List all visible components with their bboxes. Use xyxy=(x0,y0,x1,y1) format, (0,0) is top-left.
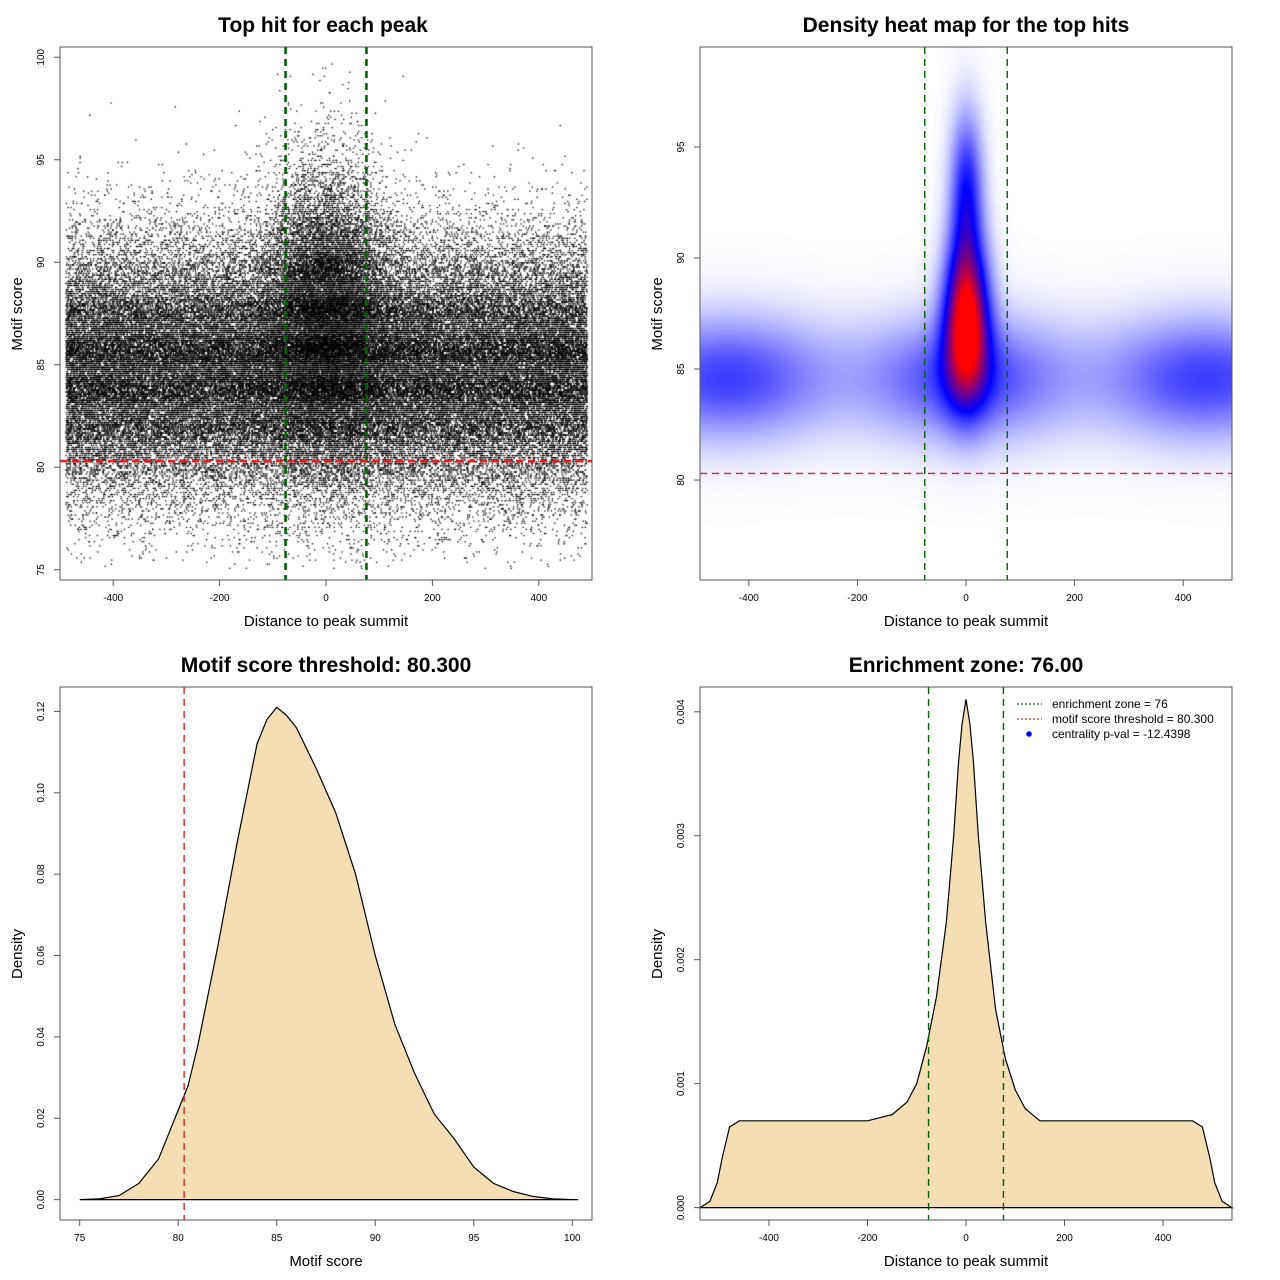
x-tick-label: 95 xyxy=(468,1233,480,1244)
x-tick-label: 100 xyxy=(564,1233,581,1244)
x-tick-label: 75 xyxy=(74,1233,86,1244)
y-tick-label: 0.12 xyxy=(36,701,47,721)
heatmap-density xyxy=(700,47,1232,580)
y-tick-label: 90 xyxy=(36,256,47,268)
panel-heatmap: Density heat map for the top hits -400 -2… xyxy=(649,14,1233,630)
y-tick-label: 0.08 xyxy=(36,864,47,884)
legend-enrichment-label: enrichment zone = 76 xyxy=(1052,697,1168,711)
heatmap-y-axis-label: Motif score xyxy=(649,277,666,350)
legend-pval-label: centrality p-val = -12.4398 xyxy=(1052,727,1191,741)
x-tick-label: -400 xyxy=(103,593,123,604)
x-tick-label: 90 xyxy=(370,1233,382,1244)
y-tick-label: 85 xyxy=(36,359,47,371)
x-tick-label: 400 xyxy=(1155,1233,1172,1244)
y-tick-label: 100 xyxy=(36,48,47,65)
score-density-y-axis-label: Density xyxy=(9,928,26,979)
x-tick-label: 0 xyxy=(323,593,329,604)
distance-density-overlay xyxy=(927,687,1005,1220)
panel-distance-density: Enrichment zone: 76.00 -400 -200 0 200 400 0.… xyxy=(649,654,1235,1270)
distance-density-curve xyxy=(697,699,1235,1209)
legend-threshold-label: motif score threshold = 80.300 xyxy=(1052,712,1214,726)
heatmap-overlay xyxy=(700,47,1232,580)
score-density-x-axis-label: Motif score xyxy=(289,1253,362,1270)
y-tick-label: 0.02 xyxy=(36,1108,47,1128)
x-tick-label: 400 xyxy=(530,593,547,604)
x-tick-label: 200 xyxy=(424,593,441,604)
x-tick-label: 400 xyxy=(1175,593,1192,604)
legend: enrichment zone = 76 motif score thresho… xyxy=(1017,697,1214,741)
score-density-curve xyxy=(79,706,579,1201)
legend-pval-marker xyxy=(1026,731,1032,737)
x-tick-label: 0 xyxy=(963,1233,969,1244)
distance-density-x-axis-label: Distance to peak summit xyxy=(884,1253,1049,1270)
scatter-overlay xyxy=(60,47,592,580)
y-tick-label: 0.04 xyxy=(36,1027,47,1047)
y-tick-label: 0.06 xyxy=(36,945,47,965)
y-tick-label: 80 xyxy=(36,461,47,473)
scatter-points xyxy=(60,47,592,580)
y-tick-label: 85 xyxy=(676,363,687,375)
y-tick-label: 0.003 xyxy=(676,823,687,848)
x-tick-label: 85 xyxy=(271,1233,283,1244)
y-tick-label: 0.004 xyxy=(676,699,687,724)
scatter-x-axis-label: Distance to peak summit xyxy=(244,613,409,630)
score-density-title: Motif score threshold: 80.300 xyxy=(181,654,472,677)
x-tick-label: -200 xyxy=(847,593,867,604)
y-tick-label: 80 xyxy=(676,474,687,486)
y-tick-label: 0.000 xyxy=(676,1195,687,1220)
y-tick-label: 95 xyxy=(36,154,47,166)
heatmap-title: Density heat map for the top hits xyxy=(803,14,1130,37)
heatmap-axes: -400 -200 0 200 400 80 85 90 95 xyxy=(676,141,1192,604)
y-tick-label: 0.001 xyxy=(676,1071,687,1096)
x-tick-label: 0 xyxy=(963,593,969,604)
score-density-frame xyxy=(59,686,593,1221)
y-tick-label: 0.002 xyxy=(676,947,687,972)
x-tick-label: 200 xyxy=(1056,1233,1073,1244)
distance-density-title: Enrichment zone: 76.00 xyxy=(849,654,1084,677)
panel-score-density: Motif score threshold: 80.300 75 80 85 90 95… xyxy=(9,654,593,1270)
heatmap-x-axis-label: Distance to peak summit xyxy=(884,613,1049,630)
x-tick-label: -200 xyxy=(210,593,230,604)
scatter-title: Top hit for each peak xyxy=(218,14,428,37)
y-tick-label: 0.10 xyxy=(36,783,47,803)
x-tick-label: -400 xyxy=(739,593,759,604)
scatter-axes: -400 -200 0 200 400 75 80 85 90 95 100 xyxy=(36,48,548,604)
x-tick-label: 80 xyxy=(173,1233,185,1244)
y-tick-label: 95 xyxy=(676,141,687,153)
scatter-y-axis-label: Motif score xyxy=(9,277,26,350)
x-tick-label: -400 xyxy=(759,1233,779,1244)
y-tick-label: 75 xyxy=(36,564,47,576)
x-tick-label: 200 xyxy=(1066,593,1083,604)
distance-density-axes: -400 -200 0 200 400 0.000 0.001 0.002 0.003 0.004 xyxy=(676,699,1172,1244)
score-density-axes: 75 80 85 90 95 100 0.00 0.02 0.04 0.06 0.08 0.10 0.1… xyxy=(36,701,581,1244)
y-tick-label: 0.00 xyxy=(36,1189,47,1209)
x-tick-label: -200 xyxy=(857,1233,877,1244)
y-tick-label: 90 xyxy=(676,252,687,264)
panel-scatter: Top hit for each peak -400 -200 0 200 400 75 8… xyxy=(9,14,593,630)
distance-density-y-axis-label: Density xyxy=(649,928,666,979)
